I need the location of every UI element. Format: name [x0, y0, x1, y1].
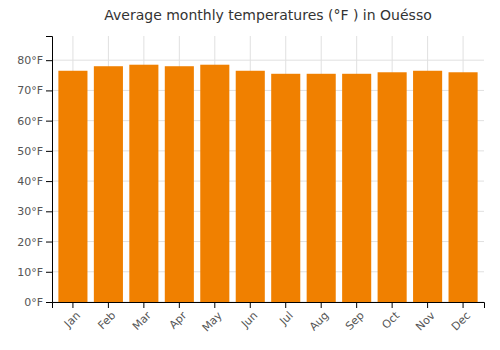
x-tick-label: Feb	[95, 309, 118, 332]
y-tick: 10°F	[17, 266, 52, 279]
y-tick-label: 10°F	[17, 266, 43, 279]
y-tick-mark	[46, 242, 52, 243]
y-tick-mark	[46, 302, 52, 303]
x-tick: Sep	[343, 302, 367, 333]
x-tick-label: Sep	[343, 309, 367, 333]
y-tick: 50°F	[17, 145, 52, 158]
y-tick: 20°F	[17, 236, 52, 249]
y-tick-mark	[46, 272, 52, 273]
bar	[449, 72, 478, 302]
y-tick-mark	[46, 181, 52, 182]
bar	[378, 72, 407, 302]
x-tick-label: Jun	[238, 309, 260, 331]
y-tick: 70°F	[17, 84, 52, 97]
x-tick-label: May	[200, 309, 226, 335]
bars	[58, 65, 477, 302]
y-tick: 80°F	[17, 54, 52, 67]
x-tick-mark	[179, 302, 180, 308]
y-tick: 60°F	[17, 115, 52, 128]
x-tick-label: Oct	[380, 309, 403, 332]
x-axis-line	[53, 303, 485, 309]
x-tick-label: Jan	[61, 309, 83, 331]
y-tick-label: 70°F	[17, 84, 43, 97]
x-tick-label: Aug	[307, 309, 331, 333]
x-tick-mark	[143, 302, 144, 308]
plot-area: 0°F 10°F 20°F 30°F 40°F 50°F 60°F 70°F 80°F Jan Fe…	[17, 36, 484, 334]
y-tick-mark	[46, 211, 52, 212]
x-tick: May	[200, 302, 226, 334]
x-tick-mark	[463, 302, 464, 308]
x-tick-mark	[356, 302, 357, 308]
y-tick-label: 60°F	[17, 115, 43, 128]
y-tick-label: 40°F	[17, 175, 43, 188]
x-tick: Nov	[413, 302, 438, 333]
bar	[58, 71, 87, 302]
y-tick-label: 80°F	[17, 54, 43, 67]
chart-svg: 0°F 10°F 20°F 30°F 40°F 50°F 60°F 70°F 80°F Jan Fe…	[0, 0, 500, 350]
x-tick-mark	[392, 302, 393, 308]
bar	[200, 65, 229, 302]
x-tick: Aug	[307, 302, 331, 333]
y-tick-mark	[46, 121, 52, 122]
x-tick: Jan	[61, 302, 83, 331]
bar	[165, 66, 194, 302]
chart-container: 0°F 10°F 20°F 30°F 40°F 50°F 60°F 70°F 80°F Jan Fe…	[0, 0, 500, 350]
bar	[342, 74, 371, 302]
x-tick-label: Nov	[413, 309, 438, 334]
x-tick-label: Mar	[130, 309, 154, 333]
y-tick-mark	[46, 90, 52, 91]
x-tick: Mar	[130, 302, 154, 333]
x-tick: Oct	[380, 302, 403, 332]
x-tick: Jul	[276, 302, 295, 328]
y-tick: 0°F	[24, 296, 52, 309]
y-grid-line	[52, 60, 484, 61]
x-tick-mark	[214, 302, 215, 308]
x-tick-mark	[72, 302, 73, 308]
y-tick-label: 30°F	[17, 205, 43, 218]
x-tick-mark	[321, 302, 322, 308]
y-tick-label: 50°F	[17, 145, 43, 158]
y-tick: 40°F	[17, 175, 52, 188]
x-tick: Dec	[449, 302, 473, 333]
x-tick-mark	[427, 302, 428, 308]
grid	[52, 36, 484, 302]
bar	[236, 71, 265, 302]
x-tick: Apr	[167, 302, 190, 332]
x-tick: Feb	[95, 302, 118, 332]
bar	[271, 74, 300, 302]
y-tick-mark	[46, 60, 52, 61]
x-tick: Jun	[238, 302, 260, 331]
y-axis-line	[46, 37, 53, 303]
x-tick-label: Dec	[449, 309, 473, 333]
y-tick-mark	[46, 151, 52, 152]
x-axis: Jan Feb Mar Apr May Jun Jul Aug Sep Oct Nov Dec	[53, 302, 485, 334]
y-tick: 30°F	[17, 205, 52, 218]
bar	[129, 65, 158, 302]
bar	[307, 74, 336, 302]
y-tick-label: 0°F	[24, 296, 43, 309]
x-tick-mark	[285, 302, 286, 308]
x-tick-mark	[250, 302, 251, 308]
bar	[94, 66, 123, 302]
title: Average monthly temperatures (°F ) in Ou…	[104, 7, 432, 23]
x-tick-mark	[108, 302, 109, 308]
bar	[413, 71, 442, 302]
x-tick-label: Apr	[167, 309, 190, 332]
y-axis: 0°F 10°F 20°F 30°F 40°F 50°F 60°F 70°F 80°F	[17, 37, 52, 310]
y-tick-label: 20°F	[17, 236, 43, 249]
x-tick-label: Jul	[276, 309, 295, 328]
